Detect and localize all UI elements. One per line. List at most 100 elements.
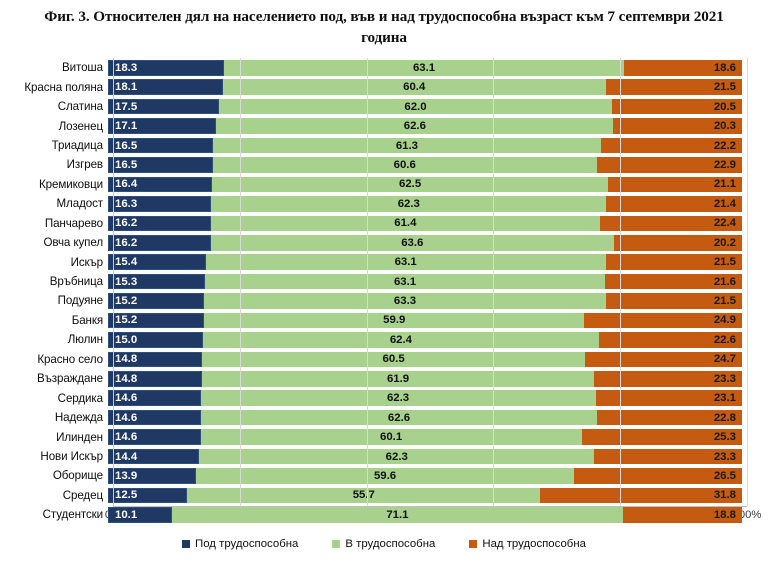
bar-segment-over-working-age: 18.8: [622, 507, 742, 523]
bar-segment-working-age: 71.1: [172, 507, 623, 523]
bar-segment-under-working-age: 16.2: [108, 215, 211, 232]
bar-row: Лозенец 17.1 62.6 20.3: [0, 116, 768, 135]
bar-row: Младост 16.3 62.3 21.4: [0, 194, 768, 213]
bar-track: 17.5 62.0 20.5: [108, 97, 768, 116]
category-label: Витоша: [62, 61, 103, 75]
bar-segment-working-age: 61.9: [201, 371, 595, 387]
category-label: Нови Искър: [40, 449, 103, 463]
bar-row: Витоша 18.3 63.1 18.6: [0, 58, 768, 77]
bar-segment-over-working-age: 26.5: [573, 468, 742, 484]
bar-track: 15.2 59.9 24.9: [108, 311, 768, 330]
bar-track: 13.9 59.6 26.5: [108, 466, 768, 485]
bar-row: Сердика 14.6 62.3 23.1: [0, 388, 768, 407]
bar-segment-under-working-age: 17.5: [108, 98, 219, 115]
bar-segment-working-age: 61.4: [210, 215, 600, 232]
bar-row: Студентски 10.1 71.1 18.8: [0, 505, 768, 524]
bar-row: Красна поляна 18.1 60.4 21.5: [0, 77, 768, 96]
bar-track: 14.6 60.1 25.3: [108, 427, 768, 446]
bar-segment-over-working-age: 23.3: [594, 371, 742, 387]
category-label: Надежда: [54, 411, 103, 425]
bar-segment-under-working-age: 15.4: [108, 254, 206, 270]
bar-segment-working-age: 59.6: [196, 468, 574, 484]
bar-track: 18.3 63.1 18.6: [108, 58, 768, 77]
bar-segment-over-working-age: 31.8: [540, 487, 742, 504]
bar-track: 17.1 62.6 20.3: [108, 116, 768, 135]
legend: Под трудоспособна В трудоспособна Над труд…: [0, 538, 768, 550]
bar-track: 16.2 61.4 22.4: [108, 214, 768, 233]
bar-segment-working-age: 60.1: [200, 429, 582, 445]
bar-segment-over-working-age: 25.3: [581, 429, 742, 445]
legend-swatch-icon: [469, 540, 478, 548]
bar-track: 14.6 62.3 23.1: [108, 388, 768, 407]
bar-segment-working-age: 62.3: [199, 448, 595, 465]
category-label: Оборище: [52, 469, 103, 483]
category-label: Триадица: [51, 138, 103, 152]
category-label: Лозенец: [58, 119, 103, 133]
category-label: Средец: [62, 488, 103, 502]
category-label: Искър: [70, 255, 104, 269]
bar-row: Люлин 15.0 62.4 22.6: [0, 330, 768, 349]
bar-segment-working-age: 62.3: [211, 196, 607, 212]
legend-item[interactable]: Под трудоспособна: [182, 538, 298, 550]
bar-segment-under-working-age: 16.5: [108, 137, 213, 154]
bar-segment-working-age: 62.3: [200, 390, 596, 407]
legend-item[interactable]: Над трудоспособна: [469, 538, 586, 550]
bar-track: 12.5 55.7 31.8: [108, 486, 768, 505]
bar-segment-over-working-age: 20.3: [613, 118, 742, 134]
bar-segment-working-age: 63.6: [210, 234, 614, 251]
bar-row: Искър 15.4 63.1 21.5: [0, 252, 768, 271]
bar-track: 16.5 60.6 22.9: [108, 155, 768, 174]
bar-segment-over-working-age: 23.1: [595, 390, 742, 407]
category-label: Красно село: [37, 352, 103, 366]
bar-row: Банкя 15.2 59.9 24.9: [0, 311, 768, 330]
bar-segment-over-working-age: 24.7: [585, 351, 742, 368]
legend-label: Над трудоспособна: [482, 538, 586, 550]
bar-track: 14.4 62.3 23.3: [108, 447, 768, 466]
bar-segment-working-age: 62.0: [218, 98, 613, 115]
bar-row: Средец 12.5 55.7 31.8: [0, 486, 768, 505]
bar-segment-over-working-age: 22.4: [599, 215, 742, 232]
page-title: Фиг. 3. Относителен дял на населението п…: [44, 8, 724, 46]
category-label: Връбница: [49, 275, 103, 289]
bar-track: 15.2 63.3 21.5: [108, 291, 768, 310]
bar-segment-under-working-age: 16.2: [108, 234, 211, 251]
bar-track: 18.1 60.4 21.5: [108, 77, 768, 96]
bar-track: 14.8 61.9 23.3: [108, 369, 768, 388]
legend-label: В трудоспособна: [345, 538, 436, 550]
bar-segment-under-working-age: 10.1: [108, 507, 173, 523]
bar-track: 16.2 63.6 20.2: [108, 233, 768, 252]
bar-row: Илинден 14.6 60.1 25.3: [0, 427, 768, 446]
category-label: Подуяне: [57, 294, 103, 308]
bar-segment-over-working-age: 22.2: [601, 137, 742, 154]
bar-row: Подуяне 15.2 63.3 21.5: [0, 291, 768, 310]
bar-segment-over-working-age: 21.5: [605, 254, 742, 270]
bar-track: 15.4 63.1 21.5: [108, 252, 768, 271]
bar-segment-under-working-age: 14.8: [108, 371, 202, 387]
legend-item[interactable]: В трудоспособна: [332, 538, 435, 550]
bar-segment-over-working-age: 24.9: [584, 312, 742, 329]
bar-row: Връбница 15.3 63.1 21.6: [0, 272, 768, 291]
bar-row: Панчарево 16.2 61.4 22.4: [0, 214, 768, 233]
category-label: Изгрев: [66, 158, 103, 172]
bar-segment-under-working-age: 12.5: [108, 487, 188, 504]
bar-track: 15.0 62.4 22.6: [108, 330, 768, 349]
bar-segment-under-working-age: 14.6: [108, 409, 201, 426]
bar-segment-working-age: 63.1: [205, 273, 606, 290]
bar-rows: Витоша 18.3 63.1 18.6 Красна поляна 18.1 60.4 2…: [0, 58, 768, 523]
bar-track: 15.3 63.1 21.6: [108, 272, 768, 291]
bar-segment-over-working-age: 23.3: [594, 448, 742, 465]
bar-track: 16.4 62.5 21.1: [108, 175, 768, 194]
bar-segment-working-age: 60.5: [201, 351, 586, 368]
category-label: Младост: [56, 197, 104, 211]
bar-track: 14.8 60.5 24.7: [108, 350, 768, 369]
bar-row: Оборище 13.9 59.6 26.5: [0, 466, 768, 485]
bar-segment-under-working-age: 14.6: [108, 390, 201, 407]
bar-segment-over-working-age: 22.6: [598, 332, 742, 348]
bar-segment-under-working-age: 14.4: [108, 448, 200, 465]
bar-segment-under-working-age: 13.9: [108, 468, 197, 484]
bar-row: Слатина 17.5 62.0 20.5: [0, 97, 768, 116]
bar-segment-under-working-age: 15.2: [108, 312, 205, 329]
category-label: Илинден: [56, 430, 103, 444]
bar-segment-working-age: 63.1: [205, 254, 606, 270]
